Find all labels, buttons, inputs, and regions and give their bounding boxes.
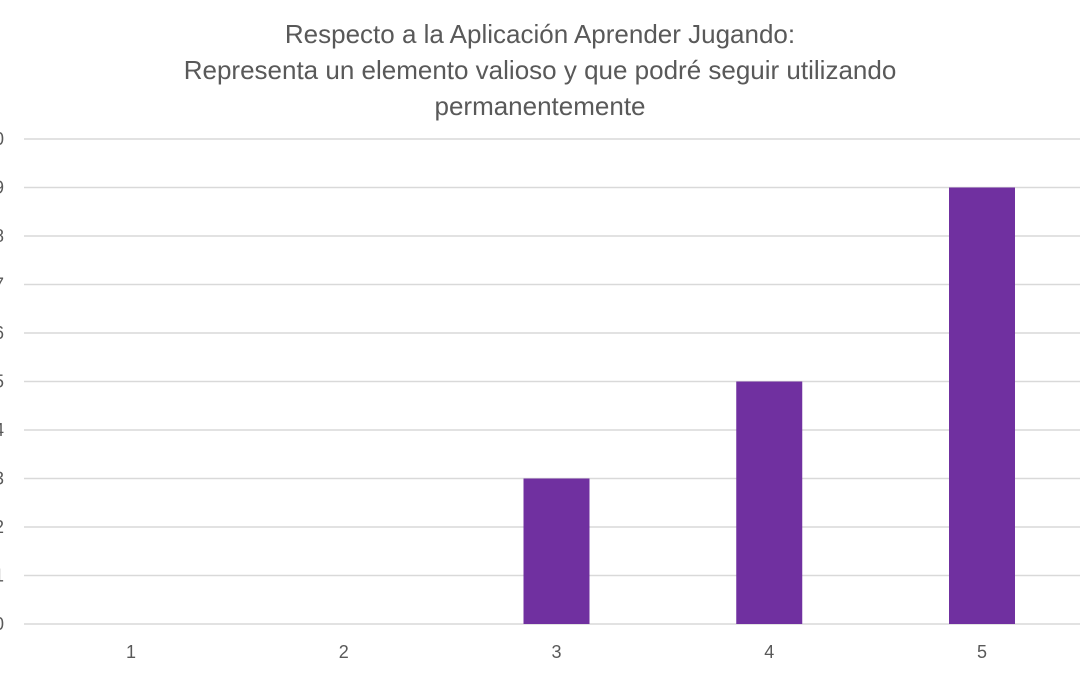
y-tick-label: 5 [0, 372, 4, 392]
y-tick-label: 0 [0, 614, 4, 634]
y-tick-label: 9 [0, 178, 4, 198]
y-tick-label: 10 [0, 129, 4, 149]
bar-5 [949, 187, 1015, 624]
chart-title-line-1: Respecto a la Aplicación Aprender Jugand… [284, 19, 796, 49]
bar-4 [736, 381, 803, 624]
y-tick-label: 1 [0, 566, 4, 586]
x-tick-label: 3 [551, 642, 561, 662]
bar-3 [523, 478, 590, 624]
chart-title: Respecto a la Aplicación Aprender Jugand… [0, 16, 1080, 124]
x-tick-label: 2 [339, 642, 349, 662]
chart-title-line-2: Representa un elemento valioso y que pod… [183, 55, 897, 85]
y-tick-label: 3 [0, 469, 4, 489]
y-tick-label: 8 [0, 226, 4, 246]
x-tick-label: 1 [126, 642, 136, 662]
x-tick-label: 5 [977, 642, 987, 662]
chart-title-line-3: permanentemente [434, 91, 646, 121]
y-tick-label: 4 [0, 420, 4, 440]
y-tick-label: 6 [0, 323, 4, 343]
y-tick-label: 2 [0, 517, 4, 537]
y-tick-label: 7 [0, 275, 4, 295]
x-tick-label: 4 [764, 642, 774, 662]
